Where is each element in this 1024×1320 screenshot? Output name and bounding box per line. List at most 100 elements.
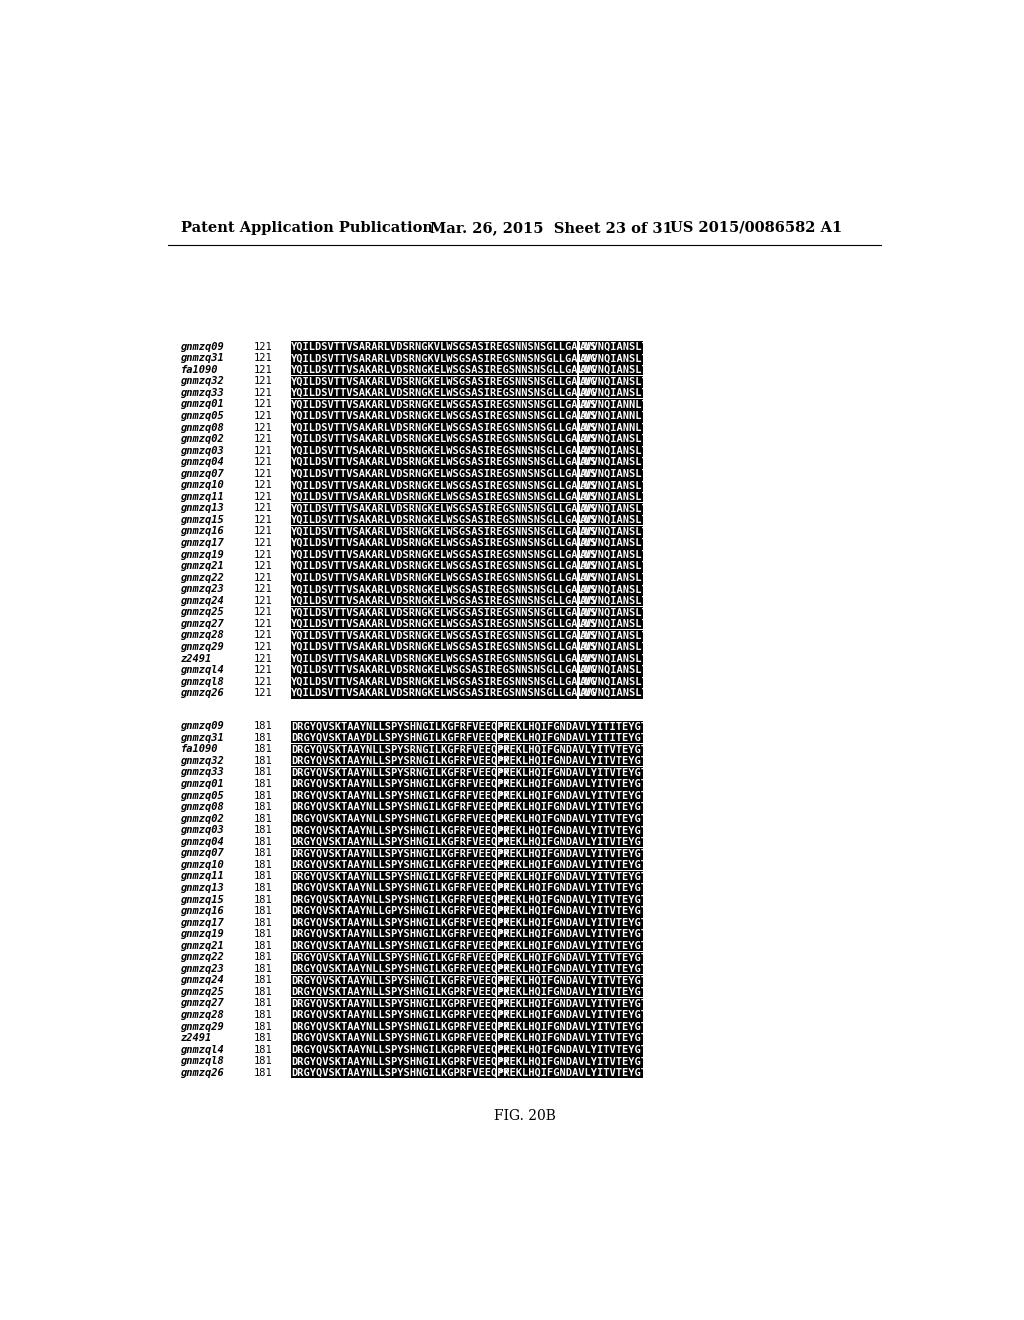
Bar [291, 525, 578, 537]
Text: YQILDSVTTVSAKARLVDSRNGKELWSGSASIREGSNNSNSGLLGALVS: YQILDSVTTVSAKARLVDSRNGKELWSGSASIREGSNNSN… [291, 642, 597, 652]
Bar [291, 422, 578, 433]
Bar [291, 515, 578, 525]
Text: 121: 121 [254, 539, 272, 548]
Text: 121: 121 [254, 411, 272, 421]
Text: US 2015/0086582 A1: US 2015/0086582 A1 [671, 220, 843, 235]
Bar [579, 352, 643, 364]
Text: gnmzq24: gnmzq24 [180, 595, 224, 606]
Bar [497, 952, 643, 962]
Bar [579, 525, 643, 537]
Text: gnmzq19: gnmzq19 [180, 549, 224, 560]
Text: 181: 181 [254, 756, 272, 766]
Bar [579, 457, 643, 467]
Text: DRGYQVSKTAAYDLLSPYSHNGILKGFRFVEEQPK: DRGYQVSKTAAYDLLSPYSHNGILKGFRFVEEQPK [291, 733, 510, 743]
Text: DRGYQVSKTAAYNLLSPYSRNGILKGFRFVEEQPK: DRGYQVSKTAAYNLLSPYSRNGILKGFRFVEEQPK [291, 744, 510, 754]
Text: 181: 181 [254, 1010, 272, 1020]
Bar [291, 894, 496, 906]
Text: 121: 121 [254, 400, 272, 409]
Text: AVVNQIANSLT: AVVNQIANSLT [580, 573, 648, 582]
Text: fa1090: fa1090 [180, 364, 218, 375]
Bar [579, 688, 643, 698]
Text: gnmzq01: gnmzq01 [180, 400, 224, 409]
Text: DRGYQVSKTAAYNLLSPYSHNGILKGPRFVEEQPK: DRGYQVSKTAAYNLLSPYSHNGILKGPRFVEEQPK [291, 998, 510, 1008]
Bar [579, 618, 643, 630]
Text: gnmzq19: gnmzq19 [180, 929, 224, 939]
Bar [497, 974, 643, 986]
Text: gnmzq32: gnmzq32 [180, 756, 224, 766]
Bar [497, 813, 643, 824]
Text: gnmzql4: gnmzql4 [180, 1044, 224, 1055]
Text: gnmzq13: gnmzq13 [180, 503, 224, 513]
Bar [579, 411, 643, 421]
Bar [291, 341, 578, 352]
Text: *PEKLHQIFGNDAVLYITVTEYGTS: *PEKLHQIFGNDAVLYITVTEYGTS [498, 813, 653, 824]
Bar [291, 952, 496, 962]
Text: 121: 121 [254, 549, 272, 560]
Text: 181: 181 [254, 733, 272, 743]
Bar [579, 607, 643, 618]
Bar [497, 721, 643, 731]
Text: gnmzq08: gnmzq08 [180, 422, 224, 433]
Bar [497, 940, 643, 952]
Bar [579, 491, 643, 503]
Bar [291, 940, 496, 952]
Text: *PEKLHQIFGNDAVLYITVTEYGTS: *PEKLHQIFGNDAVLYITVTEYGTS [498, 871, 653, 882]
Bar [497, 1032, 643, 1044]
Bar [291, 676, 578, 688]
Bar [291, 688, 578, 698]
Text: gnmzq05: gnmzq05 [180, 411, 224, 421]
Text: 121: 121 [254, 642, 272, 652]
Text: 121: 121 [254, 653, 272, 664]
Text: YQILDSVTTVSAKARLVDSRNGKELWSGSASIREGSNNSNSGLLGALVG: YQILDSVTTVSAKARLVDSRNGKELWSGSASIREGSNNSN… [291, 677, 597, 686]
Text: *PEKLHQIFGNDAVLYITVTEYGTS: *PEKLHQIFGNDAVLYITVTEYGTS [498, 895, 653, 904]
Bar [497, 871, 643, 882]
Bar [497, 847, 643, 859]
Bar [291, 733, 496, 743]
Text: YQILDSVTTVSAKARLVDSRNGKELWSGSASIREGSNNSNSGLLGALVS: YQILDSVTTVSAKARLVDSRNGKELWSGSASIREGSNNSN… [291, 480, 597, 490]
Text: gnmzq17: gnmzq17 [180, 917, 224, 928]
Bar [291, 964, 496, 974]
Text: 121: 121 [254, 631, 272, 640]
Text: DRGYQVSKTAAYNLLSPYSHNGILKGFRFVEEQPK: DRGYQVSKTAAYNLLSPYSHNGILKGFRFVEEQPK [291, 883, 510, 892]
Text: *PEKLHQIFGNDAVLYITVTEYGTS: *PEKLHQIFGNDAVLYITVTEYGTS [498, 767, 653, 777]
Text: 181: 181 [254, 791, 272, 800]
Text: gnmzq01: gnmzq01 [180, 779, 224, 789]
Text: DRGYQVSKTAAYNLLSPYSHNGILKGFRFVEEQPK: DRGYQVSKTAAYNLLSPYSHNGILKGFRFVEEQPK [291, 825, 510, 836]
Text: DRGYQVSKTAAYNLLSPYSHNGILKGPRFVEEQPK: DRGYQVSKTAAYNLLSPYSHNGILKGPRFVEEQPK [291, 1068, 510, 1077]
Text: 121: 121 [254, 503, 272, 513]
Text: Patent Application Publication: Patent Application Publication [180, 220, 433, 235]
Bar [291, 503, 578, 513]
Text: gnmzq02: gnmzq02 [180, 813, 224, 824]
Text: 121: 121 [254, 527, 272, 536]
Text: AVVNQIANSLT: AVVNQIANSLT [580, 595, 648, 606]
Text: DRGYQVSKTAAYNLLSPYSHNGILKGFRFVEEQPK: DRGYQVSKTAAYNLLSPYSHNGILKGFRFVEEQPK [291, 849, 510, 858]
Text: AVVNQIANNLT: AVVNQIANNLT [580, 411, 648, 421]
Text: 181: 181 [254, 952, 272, 962]
Text: *PEKLHQIFGNDAVLYITITEYGTS: *PEKLHQIFGNDAVLYITITEYGTS [498, 721, 653, 731]
Bar [497, 733, 643, 743]
Bar [579, 376, 643, 387]
Text: gnmzq26: gnmzq26 [180, 1068, 224, 1077]
Text: 121: 121 [254, 595, 272, 606]
Text: 181: 181 [254, 987, 272, 997]
Text: AVVNQIANNLT: AVVNQIANNLT [580, 400, 648, 409]
Text: 181: 181 [254, 929, 272, 939]
Bar [579, 676, 643, 688]
Text: 181: 181 [254, 906, 272, 916]
Text: DRGYQVSKTAAYNLLSPYSHNGILKGPRFVEEQPK: DRGYQVSKTAAYNLLSPYSHNGILKGPRFVEEQPK [291, 1056, 510, 1067]
Text: gnmzq23: gnmzq23 [180, 964, 224, 974]
Text: 181: 181 [254, 825, 272, 836]
Text: gnmzq27: gnmzq27 [180, 619, 224, 628]
Text: gnmzq13: gnmzq13 [180, 883, 224, 892]
Text: YQILDSVTTVSAKARLVDSRNGKELWSGSASIREGSNNSNSGLLGALVG: YQILDSVTTVSAKARLVDSRNGKELWSGSASIREGSNNSN… [291, 388, 597, 397]
Text: AVVNQIANSLT: AVVNQIANSLT [580, 354, 648, 363]
Text: DRGYQVSKTAAYNLLSPYSHNGILKGFRFVEEQPK: DRGYQVSKTAAYNLLSPYSHNGILKGFRFVEEQPK [291, 929, 510, 939]
Text: *PEKLHQIFGNDAVLYITVTEYGTS: *PEKLHQIFGNDAVLYITVTEYGTS [498, 744, 653, 754]
Bar [291, 998, 496, 1008]
Text: 121: 121 [254, 492, 272, 502]
Bar [291, 537, 578, 549]
Text: 121: 121 [254, 376, 272, 387]
Bar [291, 1010, 496, 1020]
Text: gnmzql8: gnmzql8 [180, 1056, 224, 1067]
Text: *PEKLHQIFGNDAVLYITVTEYGTS: *PEKLHQIFGNDAVLYITVTEYGTS [498, 1068, 653, 1077]
